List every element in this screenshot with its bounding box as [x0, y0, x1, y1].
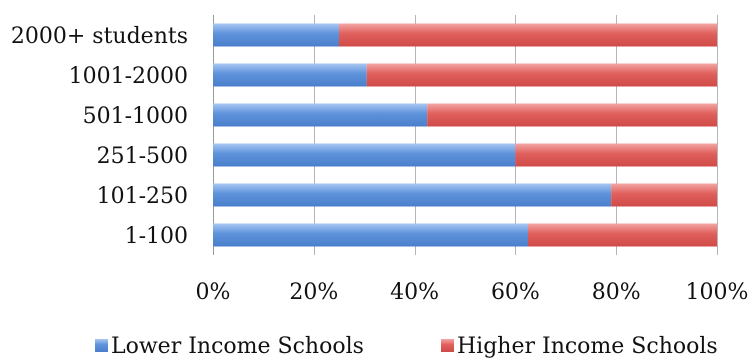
x-tick-label: 60%: [491, 280, 540, 305]
x-tick-label: 100%: [686, 280, 749, 305]
bar-higher-income-3: [515, 143, 717, 167]
bar-higher-income-4: [611, 183, 717, 207]
bar-lower-income-2: [213, 103, 428, 127]
bar-lower-income-4: [213, 183, 612, 207]
bar-lower-income-0: [213, 23, 339, 47]
bar-lower-income-1: [213, 63, 367, 87]
bar-higher-income-0: [339, 23, 717, 47]
legend-label: Lower Income Schools: [111, 334, 364, 358]
x-tick-label: 20%: [289, 280, 338, 305]
category-label: 1-100: [125, 224, 188, 249]
bar-higher-income-5: [528, 223, 717, 247]
gridlines: [213, 15, 718, 255]
category-label: 101-250: [97, 184, 188, 209]
bar-lower-income-5: [213, 223, 528, 247]
bar-higher-income-1: [366, 63, 717, 87]
x-tick-labels: 0% 20% 40% 60% 80% 100%: [196, 280, 749, 305]
category-label: 2000+ students: [11, 24, 188, 49]
bar-lower-income-3: [213, 143, 516, 167]
category-label: 1001-2000: [69, 64, 188, 89]
legend-swatch: [95, 339, 108, 352]
bars: [213, 23, 717, 247]
legend: Lower Income Schools Higher Income School…: [95, 334, 718, 358]
legend-label: Higher Income Schools: [457, 334, 718, 358]
x-tick-label: 0%: [196, 280, 231, 305]
category-labels: 2000+ students 1001-2000 501-1000 251-500 10…: [11, 24, 188, 249]
x-tick-label: 80%: [592, 280, 641, 305]
bar-higher-income-2: [427, 103, 717, 127]
category-label: 501-1000: [83, 104, 188, 129]
x-tick-label: 40%: [390, 280, 439, 305]
legend-swatch: [441, 339, 454, 352]
category-label: 251-500: [97, 144, 188, 169]
